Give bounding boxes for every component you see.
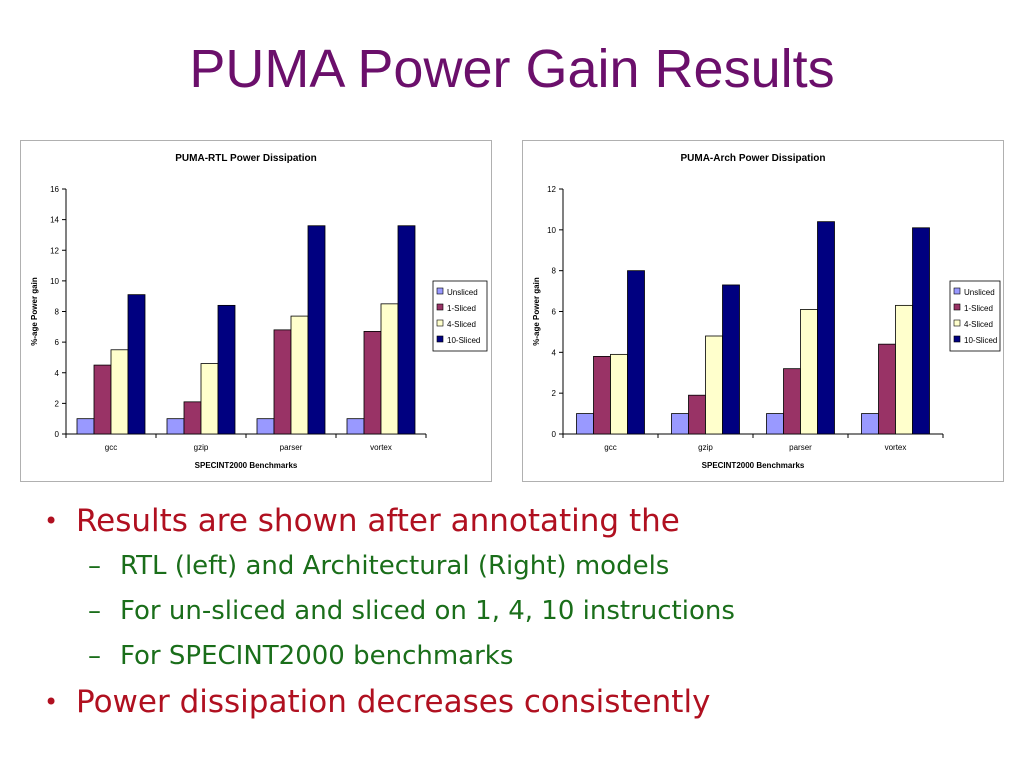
legend-label: 10-Sliced	[447, 336, 480, 345]
y-tick-label: 10	[547, 226, 556, 235]
bar-10-sliced-gzip	[722, 284, 740, 435]
y-tick-label: 6	[55, 338, 60, 347]
sub-bullet-text: RTL (left) and Architectural (Right) mod…	[120, 551, 670, 581]
chart-title: PUMA-RTL Power Dissipation	[175, 153, 317, 164]
bullet-item: • Power dissipation decreases consistent…	[44, 679, 1004, 725]
y-tick-label: 10	[50, 277, 59, 286]
y-tick-label: 2	[552, 389, 557, 398]
arch-power-chart: PUMA-Arch Power Dissipation 0 2 4 6 8 10 12 %-ag…	[522, 140, 1004, 482]
bar-1-sliced-gzip	[688, 394, 706, 435]
legend-label: Unsliced	[964, 288, 995, 297]
legend-label: 4-Sliced	[447, 320, 476, 329]
x-axis-label: SPECINT2000 Benchmarks	[702, 461, 805, 470]
y-tick-label: 4	[55, 369, 60, 378]
y-tick-label: 12	[547, 185, 556, 194]
bar-unsliced-parser	[766, 413, 784, 435]
sub-bullet-item: – For SPECINT2000 benchmarks	[44, 634, 1004, 679]
legend-swatch	[436, 335, 444, 343]
legend-label: Unsliced	[447, 288, 478, 297]
y-tick-label: 12	[50, 246, 59, 255]
legend-swatch	[436, 287, 444, 295]
legend-label: 4-Sliced	[964, 320, 993, 329]
arch-power-chart-svg: PUMA-Arch Power Dissipation 0 2 4 6 8 10 12 %-ag…	[532, 153, 1001, 470]
x-tick-label: vortex	[370, 443, 392, 452]
y-axis-label: %-age Power gain	[532, 277, 541, 346]
y-axis-label: %-age Power gain	[30, 277, 39, 346]
bar-unsliced-parser	[256, 418, 275, 435]
bar-10-sliced-parser	[307, 225, 326, 435]
legend-swatch	[953, 303, 961, 311]
bar-4-sliced-vortex	[380, 303, 399, 435]
dash-icon: –	[88, 641, 101, 671]
y-tick-label: 16	[50, 185, 59, 194]
legend-label: 10-Sliced	[964, 336, 997, 345]
bar-unsliced-gzip	[671, 413, 689, 435]
legend-swatch	[953, 287, 961, 295]
bullet-dot-icon: •	[44, 507, 59, 535]
bar-4-sliced-parser	[800, 309, 818, 435]
bar-1-sliced-gcc	[593, 356, 611, 435]
bar-4-sliced-gcc	[110, 349, 129, 435]
bar-unsliced-gcc	[576, 413, 594, 435]
y-tick-label: 8	[55, 308, 60, 317]
x-tick-label: gcc	[105, 443, 117, 452]
rtl-power-chart: PUMA-RTL Power Dissipation 0 2 4 6 8 10 12 14 16%…	[20, 140, 492, 482]
sub-bullet-text: For SPECINT2000 benchmarks	[120, 641, 514, 671]
bar-10-sliced-gcc	[627, 270, 645, 435]
dash-icon: –	[88, 596, 101, 626]
slide-title: PUMA Power Gain Results	[189, 39, 835, 99]
y-tick-label: 8	[552, 267, 557, 276]
x-tick-label: parser	[280, 443, 303, 452]
x-tick-label: parser	[789, 443, 812, 452]
bar-10-sliced-vortex	[912, 227, 930, 435]
legend-swatch	[436, 303, 444, 311]
legend-swatch	[953, 319, 961, 327]
bar-10-sliced-vortex	[397, 225, 416, 435]
y-tick-label: 2	[55, 399, 60, 408]
bar-10-sliced-gcc	[127, 294, 146, 435]
x-tick-label: gzip	[698, 443, 713, 452]
bullet-item: • Results are shown after annotating the	[44, 498, 1004, 544]
y-tick-label: 0	[55, 430, 60, 439]
bar-unsliced-vortex	[861, 413, 879, 435]
x-tick-label: vortex	[885, 443, 907, 452]
bullet-list: • Results are shown after annotating the…	[44, 498, 1004, 725]
bullet-text: Power dissipation decreases consistently	[76, 684, 711, 720]
rtl-power-chart-svg: PUMA-RTL Power Dissipation 0 2 4 6 8 10 12 14 16%…	[30, 153, 488, 470]
bar-4-sliced-parser	[290, 315, 309, 435]
y-tick-label: 14	[50, 216, 59, 225]
x-tick-label: gcc	[604, 443, 616, 452]
y-tick-label: 0	[552, 430, 557, 439]
bar-unsliced-gcc	[76, 418, 95, 435]
dash-icon: –	[88, 551, 101, 581]
chart-title: PUMA-Arch Power Dissipation	[680, 153, 825, 164]
bar-unsliced-gzip	[166, 418, 185, 435]
bullet-dot-icon: •	[44, 688, 59, 716]
bar-1-sliced-parser	[273, 329, 292, 435]
bar-4-sliced-gcc	[610, 353, 628, 435]
bar-1-sliced-parser	[783, 368, 801, 435]
sub-bullet-item: – RTL (left) and Architectural (Right) m…	[44, 544, 1004, 589]
bullet-text: Results are shown after annotating the	[76, 503, 680, 539]
bar-1-sliced-gzip	[183, 401, 202, 435]
bar-unsliced-vortex	[346, 418, 365, 435]
y-tick-label: 4	[552, 348, 557, 357]
y-tick-label: 6	[552, 308, 557, 317]
legend-label: 1-Sliced	[447, 304, 476, 313]
sub-bullet-text: For un-sliced and sliced on 1, 4, 10 ins…	[120, 596, 735, 626]
legend-swatch	[953, 335, 961, 343]
bar-1-sliced-gcc	[93, 364, 112, 435]
bar-10-sliced-parser	[817, 221, 835, 435]
sub-bullet-item: – For un-sliced and sliced on 1, 4, 10 i…	[44, 589, 1004, 634]
bar-1-sliced-vortex	[363, 331, 382, 435]
x-tick-label: gzip	[194, 443, 209, 452]
bar-1-sliced-vortex	[878, 343, 896, 435]
bar-10-sliced-gzip	[217, 304, 236, 435]
legend-swatch	[436, 319, 444, 327]
bar-4-sliced-gzip	[200, 363, 219, 435]
bar-4-sliced-vortex	[895, 304, 913, 435]
legend-label: 1-Sliced	[964, 304, 993, 313]
bar-4-sliced-gzip	[705, 335, 723, 435]
x-axis-label: SPECINT2000 Benchmarks	[195, 461, 298, 470]
